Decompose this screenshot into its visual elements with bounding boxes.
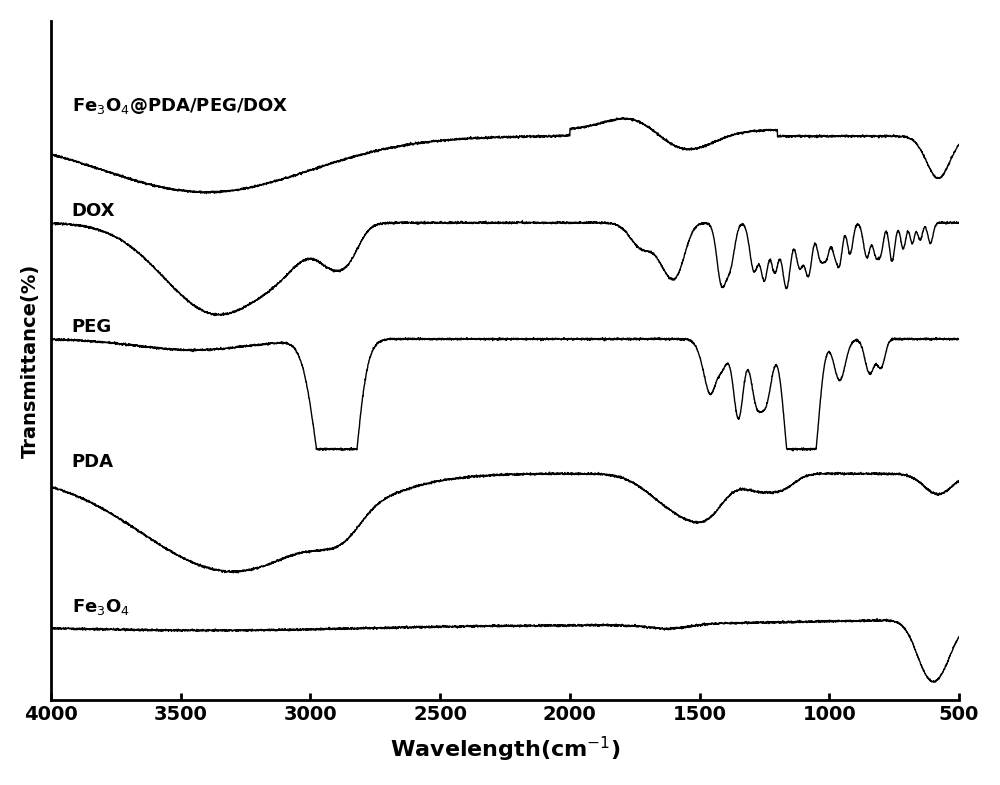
X-axis label: Wavelength(cm$^{-1}$): Wavelength(cm$^{-1}$): [390, 735, 620, 764]
Text: PDA: PDA: [72, 452, 114, 470]
Text: Fe$_3$O$_4$: Fe$_3$O$_4$: [72, 597, 130, 617]
Text: DOX: DOX: [72, 202, 115, 220]
Y-axis label: Transmittance(%): Transmittance(%): [21, 263, 40, 458]
Text: PEG: PEG: [72, 318, 112, 336]
Text: Fe$_3$O$_4$@PDA/PEG/DOX: Fe$_3$O$_4$@PDA/PEG/DOX: [72, 96, 288, 115]
